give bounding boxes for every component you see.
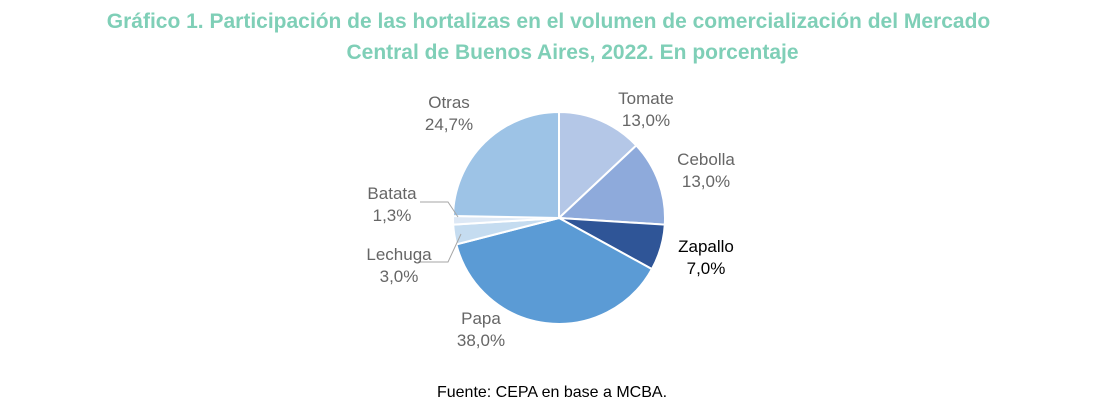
slice-label-lechuga: Lechuga 3,0% bbox=[366, 245, 432, 286]
slice-name-zapallo: Zapallo bbox=[678, 237, 734, 256]
leader-line-lechuga bbox=[418, 233, 462, 263]
pie-slice-cebolla bbox=[556, 144, 666, 226]
slice-label-tomate: Tomate 13,0% bbox=[618, 89, 674, 130]
slice-value-tomate: 13,0% bbox=[622, 111, 670, 130]
slice-label-batata: Batata 1,3% bbox=[367, 184, 417, 225]
slice-value-cebolla: 13,0% bbox=[682, 172, 730, 191]
chart-title-line-1: Gráfico 1. Participación de las hortaliz… bbox=[106, 10, 991, 33]
slice-name-otras: Otras bbox=[428, 93, 470, 112]
slice-name-lechuga: Lechuga bbox=[366, 245, 432, 264]
pie-slice-tomate bbox=[558, 110, 638, 221]
chart-title-line-2: Central de Buenos Aires, 2022. En porcen… bbox=[346, 41, 799, 64]
pie-slice-otras bbox=[452, 110, 560, 220]
slice-label-otras: Otras 24,7% bbox=[425, 93, 473, 134]
slice-label-papa: Papa 38,0% bbox=[457, 309, 505, 350]
slice-name-papa: Papa bbox=[461, 309, 501, 328]
pie-slice-papa bbox=[455, 216, 654, 325]
slice-name-batata: Batata bbox=[367, 184, 417, 203]
slice-label-cebolla: Cebolla 13,0% bbox=[677, 150, 735, 191]
slice-value-papa: 38,0% bbox=[457, 331, 505, 350]
slice-label-zapallo: Zapallo 7,0% bbox=[678, 237, 734, 278]
chart-title: Gráfico 1. Participación de las hortaliz… bbox=[0, 6, 1097, 68]
slice-value-otras: 24,7% bbox=[425, 115, 473, 134]
slice-name-cebolla: Cebolla bbox=[677, 150, 735, 169]
slice-value-zapallo: 7,0% bbox=[687, 259, 726, 278]
chart-source: Fuente: CEPA en base a MCBA. bbox=[436, 384, 668, 401]
slice-name-tomate: Tomate bbox=[618, 89, 674, 108]
leader-line-batata bbox=[420, 201, 459, 218]
slice-value-lechuga: 3,0% bbox=[380, 267, 419, 286]
slice-value-batata: 1,3% bbox=[373, 206, 412, 225]
